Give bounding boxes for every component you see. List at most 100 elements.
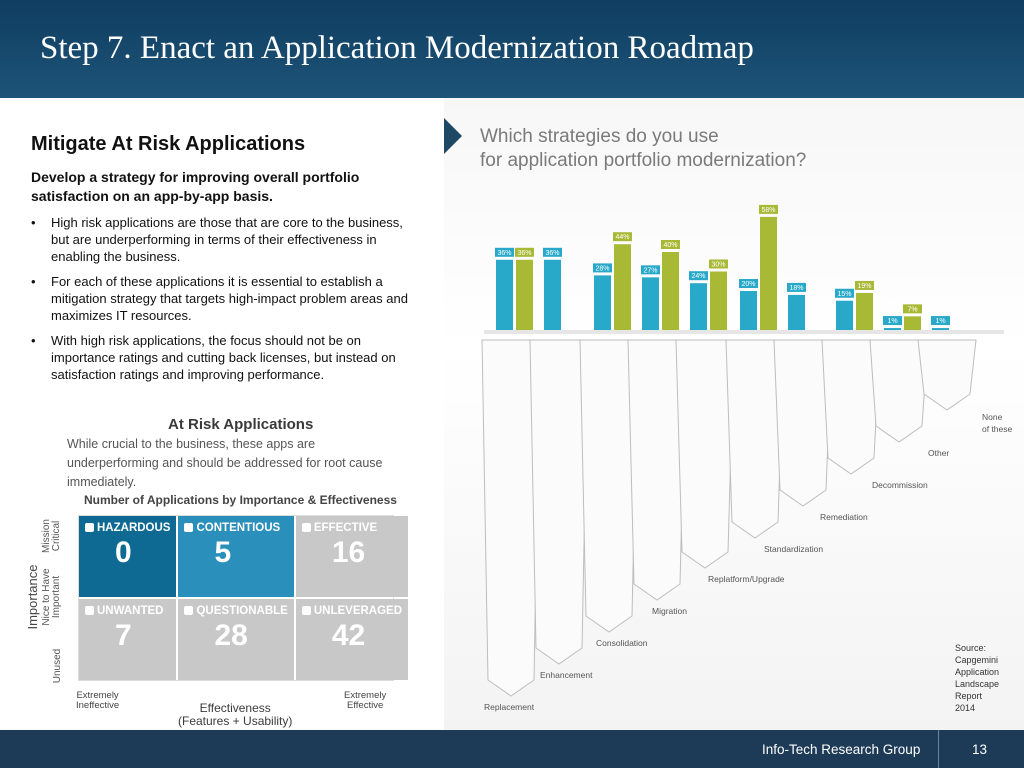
bar-value-label: 15% — [837, 291, 851, 298]
bar-enhancement-0 — [544, 259, 561, 330]
question-icon — [184, 606, 194, 615]
importance-effectiveness-grid: HAZARDOUS 0 CONTENTIOUS 5 EFFECTIVE 16 U… — [78, 515, 409, 681]
cell-unleveraged: UNLEVERAGED 42 — [295, 599, 409, 680]
header-bar: Step 7. Enact an Application Modernizati… — [0, 0, 1024, 98]
category-label: Replatform/Upgrade — [708, 574, 785, 584]
chart-title: Which strategies do you use — [480, 126, 719, 147]
cell-value: 5 — [214, 536, 232, 569]
category-funnel — [917, 339, 977, 411]
strategy-chart: Which strategies do you use for applicat… — [444, 118, 1013, 713]
check-icon — [301, 523, 311, 532]
cell-label: EFFECTIVE — [313, 522, 378, 534]
risk-title: At Risk Applications — [168, 416, 314, 433]
bar-label-bg — [903, 304, 922, 314]
category-label: Enhancement — [540, 670, 593, 680]
chart-subtitle: for application portfolio modernization? — [480, 150, 806, 171]
bar-consolidation-0 — [594, 275, 611, 330]
bar-label-bg — [855, 280, 874, 290]
cell-label: CONTENTIOUS — [196, 522, 281, 534]
bar-value-label: 28% — [595, 265, 609, 272]
bar-value-label: 40% — [663, 242, 677, 249]
bullet-item: • With high risk applications, the focus … — [31, 333, 396, 382]
bar-value-label: 24% — [691, 273, 705, 280]
bar-value-label: 36% — [545, 250, 559, 257]
bar-label-bg — [613, 232, 632, 242]
bar-value-label: 19% — [857, 283, 871, 290]
category-funnels-group: Replacement Enhancement Consolidation Migra… — [481, 339, 1013, 712]
category-label: Consolidation — [596, 638, 648, 648]
bar-decommission-0 — [836, 300, 853, 330]
bar-label-bg — [515, 247, 534, 257]
bar-label-bg — [787, 282, 806, 292]
bar-label-bg — [835, 288, 854, 298]
bar-standardization-0 — [740, 291, 757, 330]
bar-value-label: 18% — [789, 285, 803, 292]
category-label: Migration — [652, 606, 687, 616]
bar-decommission-1 — [856, 292, 873, 330]
bar-replacement-0 — [496, 259, 513, 330]
x-axis-label: Effectiveness (Features + Usability) — [178, 701, 293, 728]
grid-title: Number of Applications by Importance & E… — [84, 493, 397, 507]
y-level-unused: Unused — [52, 648, 63, 684]
cell-value: 42 — [331, 619, 366, 652]
left-panel: Mitigate At Risk Applications Develop a … — [0, 98, 444, 730]
bar-value-label: 44% — [615, 234, 629, 241]
bar-value-label: 1% — [887, 318, 897, 325]
slide-title: Step 7. Enact an Application Modernizati… — [40, 30, 754, 66]
cell-questionable: QUESTIONABLE 28 — [178, 599, 294, 680]
source-line: Source: — [955, 643, 986, 653]
dollar-icon — [301, 606, 311, 615]
bar-migration-0 — [642, 277, 659, 330]
flame-icon — [85, 523, 94, 532]
bar-label-bg — [495, 247, 514, 257]
footer-bar: Info-Tech Research Group 13 — [0, 730, 1024, 768]
risk-description: While crucial to the business, these app… — [67, 437, 383, 489]
bar-value-label: 20% — [741, 281, 755, 288]
bullet-dot-icon: • — [31, 274, 36, 289]
bullet-item: • High risk applications are those that a… — [31, 215, 403, 264]
bar-label-bg — [759, 204, 778, 214]
bar-other-1 — [904, 316, 921, 330]
arrow-marker-icon — [444, 118, 462, 154]
category-label: Other — [928, 448, 949, 458]
category-label: Decommission — [872, 480, 928, 490]
cell-unwanted: UNWANTED 7 — [79, 599, 177, 680]
y-level-nice-important: Nice to Have Important — [41, 568, 62, 626]
source-line: Capgemini — [955, 655, 998, 665]
cell-contentious: CONTENTIOUS 5 — [178, 516, 294, 597]
category-label: Standardization — [764, 544, 823, 554]
bar-label-bg — [709, 259, 728, 269]
x-label-effective: Extremely Effective — [344, 690, 387, 711]
x-label-ineffective: Extremely Ineffective — [76, 690, 120, 711]
footer-divider — [938, 730, 939, 768]
source-line: Application — [955, 667, 999, 677]
bar-label-bg — [593, 263, 612, 273]
bar-replatform-upgrade-1 — [710, 271, 727, 330]
bar-label-bg — [641, 265, 660, 275]
chart-panel: Which strategies do you use for applicat… — [444, 98, 1024, 730]
bar-label-bg — [661, 240, 680, 249]
cell-hazardous: HAZARDOUS 0 — [79, 516, 177, 597]
trash-icon — [85, 606, 94, 615]
bar-none-of-these-0 — [932, 328, 949, 330]
category-label: of these — [982, 424, 1013, 434]
cell-value: 28 — [214, 619, 248, 652]
bar-value-label: 58% — [761, 207, 775, 214]
y-axis-label: Importance — [25, 564, 40, 630]
source-note: Source: Capgemini Application Landscape … — [955, 643, 1002, 713]
cell-label: UNLEVERAGED — [313, 605, 403, 617]
bullet-dot-icon: • — [31, 333, 36, 348]
bar-value-label: 36% — [497, 250, 511, 257]
bullet-list: • High risk applications are those that a… — [31, 214, 423, 391]
section-heading: Mitigate At Risk Applications — [31, 133, 306, 155]
cell-value: 0 — [115, 536, 132, 569]
bar-remediation-0 — [788, 294, 805, 330]
cell-label: UNWANTED — [97, 605, 164, 617]
bar-standardization-1 — [760, 216, 777, 330]
section-subheading: Develop a strategy for improving overall… — [31, 169, 360, 204]
bar-consolidation-1 — [614, 244, 631, 330]
bar-replacement-1 — [516, 259, 533, 330]
cell-label: QUESTIONABLE — [196, 605, 288, 617]
chart-baseline — [484, 330, 1004, 334]
bar-value-label: 36% — [517, 250, 531, 257]
